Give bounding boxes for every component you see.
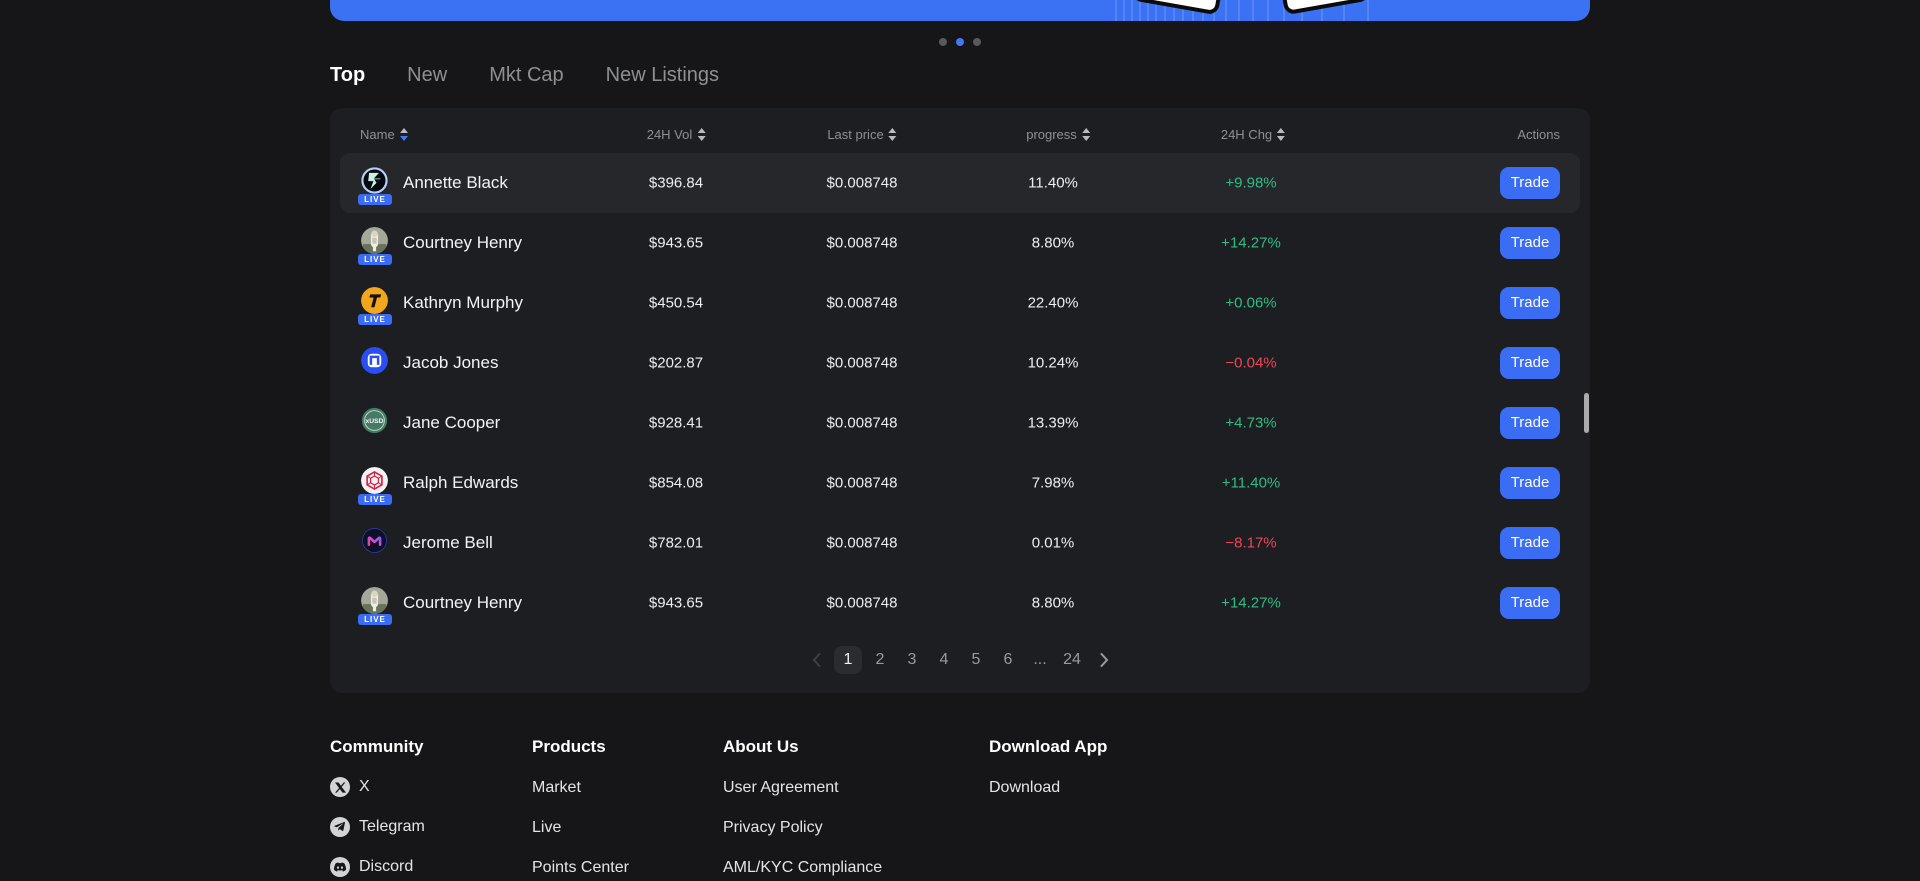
- svg-text:xUSD: xUSD: [365, 418, 383, 425]
